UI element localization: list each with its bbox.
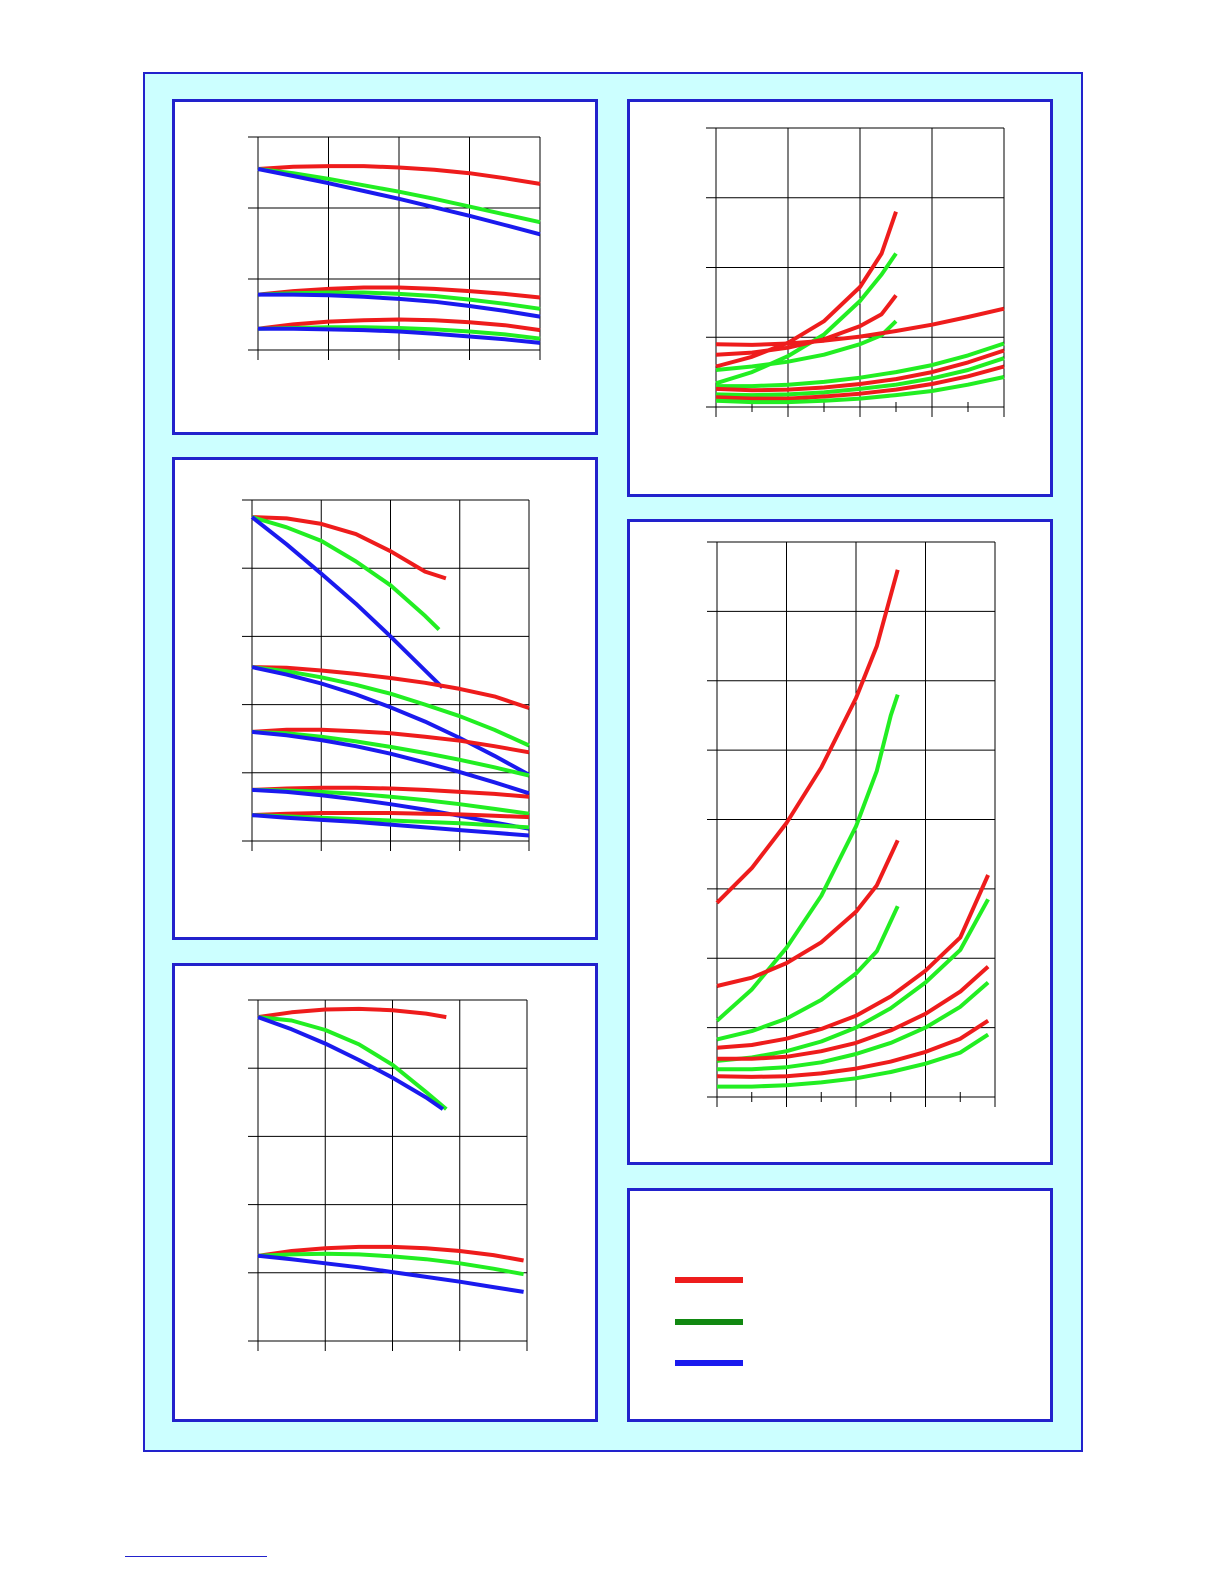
chart-top-left — [248, 136, 541, 360]
series-line-8 — [715, 356, 1005, 398]
series-line-13 — [251, 811, 530, 820]
chart-top-right — [706, 127, 1005, 417]
chart-panel-top-right — [627, 99, 1053, 497]
series-line-4 — [257, 285, 541, 300]
chart-bottom-left — [248, 999, 528, 1351]
series-line-7 — [251, 727, 530, 755]
legend-panel — [627, 1188, 1053, 1422]
series-line-7 — [257, 317, 541, 333]
chart-middle-left — [242, 499, 530, 851]
series-line-2 — [257, 167, 541, 225]
series-line-4 — [257, 1244, 524, 1263]
series-line-7 — [717, 965, 990, 1061]
series-line-2 — [715, 252, 898, 386]
series-line-1 — [715, 569, 900, 905]
series-line-5 — [715, 306, 1005, 347]
series-line-4 — [251, 665, 530, 710]
series-line-3 — [257, 167, 541, 237]
series-line-6 — [257, 1253, 524, 1294]
series-line-10 — [717, 1032, 990, 1089]
series-line-3 — [257, 1015, 445, 1111]
series-line-10 — [715, 375, 1005, 405]
series-line-12 — [251, 787, 530, 831]
series-line-2 — [715, 693, 900, 1023]
series-line-3 — [716, 839, 900, 988]
series-line-6 — [251, 665, 530, 777]
legend-swatch-red — [675, 1277, 743, 1283]
series-line-1 — [257, 164, 541, 186]
series-line-8 — [717, 980, 990, 1072]
series-line-2 — [251, 515, 441, 632]
series-line-9 — [251, 729, 530, 796]
series-line-9 — [715, 364, 1005, 401]
chart-panel-top-left — [172, 99, 598, 435]
series-line-7 — [715, 348, 1005, 393]
series-line-3 — [250, 515, 444, 689]
series-line-1 — [257, 1006, 447, 1020]
series-line-9 — [258, 326, 541, 345]
series-line-5 — [257, 1251, 524, 1277]
series-line-9 — [716, 1019, 990, 1079]
series-line-5 — [251, 665, 530, 748]
series-line-1 — [251, 515, 447, 581]
series-line-1 — [715, 211, 898, 369]
series-line-2 — [257, 1015, 448, 1111]
series-line-15 — [251, 813, 530, 838]
chart-panel-middle-left — [172, 457, 598, 940]
series-line-8 — [251, 729, 530, 778]
series-line-11 — [251, 787, 530, 816]
series-line-10 — [251, 785, 530, 799]
chart-panel-middle-right — [627, 519, 1053, 1165]
footer-rule — [125, 1556, 267, 1557]
series-line-6 — [716, 341, 1005, 389]
chart-middle-right — [707, 541, 996, 1107]
legend-swatch-green — [675, 1319, 743, 1325]
series-line-6 — [258, 292, 541, 319]
series-line-5 — [716, 874, 990, 1050]
legend-swatch-blue — [675, 1360, 743, 1366]
series-line-6 — [716, 898, 990, 1063]
series-line-4 — [716, 905, 900, 1042]
chart-panel-bottom-left — [172, 963, 598, 1422]
